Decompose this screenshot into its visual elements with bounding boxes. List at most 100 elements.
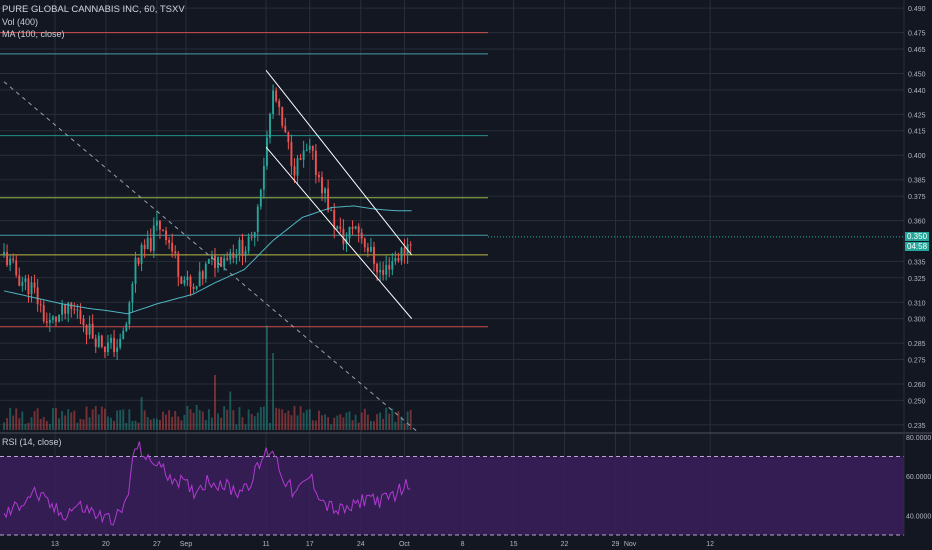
candle-body (192, 286, 195, 289)
candle-body (382, 270, 385, 275)
volume-bar (146, 417, 149, 430)
volume-bar (336, 415, 339, 430)
candle-body (122, 330, 125, 339)
time-tick-label: 27 (153, 541, 161, 548)
candle-body (317, 174, 320, 178)
candle-body (162, 229, 164, 231)
volume-bar (177, 416, 180, 430)
time-tick-label: 11 (262, 541, 269, 548)
ma-indicator-label[interactable]: MA (100, close) (2, 29, 65, 39)
candle-body (327, 188, 330, 211)
chart-legend: PURE GLOBAL CANNABIS INC, 60, TSXV Vol (… (2, 4, 185, 40)
price-axis[interactable]: 0.490 0.475 0.465 0.450 0.440 0.425 0.415 0.400… (908, 6, 926, 430)
price-tick-label: 0.375 (908, 194, 926, 201)
time-axis[interactable]: 13 20 27 Sep 11 17 24 Oct 8 15 22 29 Nov 12 (51, 541, 714, 548)
trendlines[interactable] (3, 69, 420, 434)
volume-bar (61, 411, 64, 430)
volume-bar (107, 416, 109, 430)
candle-body (33, 282, 36, 288)
volume-bar (58, 418, 60, 430)
volume-bar (85, 406, 88, 430)
candle-body (272, 90, 275, 114)
time-tick-label: 22 (561, 541, 569, 548)
rsi-legend[interactable]: RSI (14, close) (2, 436, 62, 448)
time-tick-label: Sep (180, 541, 193, 548)
candle-body (281, 107, 284, 126)
price-tick-label: 0.450 (908, 72, 926, 79)
volume-bar (311, 420, 314, 430)
volume-bar (64, 415, 67, 430)
rsi-line (3, 441, 411, 526)
volume-bar (100, 406, 103, 430)
grid-lines (0, 0, 904, 535)
candle-body (143, 244, 146, 249)
volume-bar (125, 422, 128, 430)
candle-body (27, 278, 30, 295)
candle-body (18, 275, 21, 286)
volume-bar (342, 417, 345, 430)
price-tick-label: 0.425 (908, 112, 926, 119)
price-tick-label: 0.310 (908, 300, 926, 307)
price-tick-label: 0.260 (908, 382, 926, 389)
volume-bar (91, 409, 94, 430)
candle-body (119, 338, 122, 348)
time-tick-label: 29 (612, 541, 620, 548)
candle-body (388, 265, 391, 270)
candle-body (342, 228, 345, 244)
volume-bar (394, 421, 397, 430)
volume-bar (15, 408, 18, 430)
candle-body (64, 304, 67, 314)
price-tick-label: 0.360 (908, 219, 926, 226)
time-tick-label: 17 (306, 541, 314, 548)
candle-body (110, 338, 112, 343)
horizontal-levels (0, 32, 904, 328)
candle-body (287, 132, 290, 143)
volume-bar (293, 405, 296, 430)
volume-bar (30, 417, 33, 430)
price-tick-label: 0.400 (908, 153, 926, 160)
volume-bar (33, 411, 36, 430)
candle-body (85, 325, 88, 335)
volume-bar (210, 417, 213, 430)
time-tick-label: 8 (461, 541, 465, 548)
price-tick-label: 0.440 (908, 88, 926, 95)
rsi-axis[interactable]: 80.0000 60.0000 40.0000 (906, 435, 931, 520)
candle-body (165, 230, 168, 241)
volume-bar (278, 408, 281, 430)
volume-bar (397, 411, 400, 430)
price-tick-label: 0.465 (908, 47, 926, 54)
candle-body (308, 145, 311, 150)
candle-body (290, 142, 293, 167)
candle-body (149, 237, 152, 251)
trendline[interactable] (3, 81, 420, 434)
candle-body (235, 254, 238, 259)
volume-bar (235, 424, 238, 430)
rsi-indicator-label[interactable]: RSI (14, close) (2, 437, 62, 447)
candle-body (201, 271, 204, 279)
volume-bar (18, 418, 21, 430)
volume-bar (308, 409, 311, 430)
candle-body (152, 225, 155, 251)
volume-bar (39, 418, 42, 430)
volume-bar (385, 407, 388, 430)
candle-body (269, 113, 271, 138)
candle-body (220, 256, 223, 267)
candle-body (369, 246, 372, 252)
volume-indicator-label[interactable]: Vol (400) (2, 17, 39, 27)
trendline[interactable] (265, 146, 413, 319)
volume-bar (376, 414, 378, 430)
volume-bar (51, 408, 54, 430)
volume-bar (373, 421, 375, 430)
volume-bar (226, 409, 229, 430)
symbol-label[interactable]: PURE GLOBAL CANNABIS INC, 60, TSXV (2, 4, 185, 15)
volume-bar (217, 413, 219, 430)
trendline[interactable] (265, 69, 413, 256)
volume-bar (195, 404, 198, 430)
price-tick-label: 0.325 (908, 276, 926, 283)
candle-body (391, 261, 394, 270)
volume-bar (152, 418, 155, 430)
candle-body (324, 188, 326, 194)
volume-bar (290, 415, 293, 430)
volume-bar (3, 422, 5, 430)
